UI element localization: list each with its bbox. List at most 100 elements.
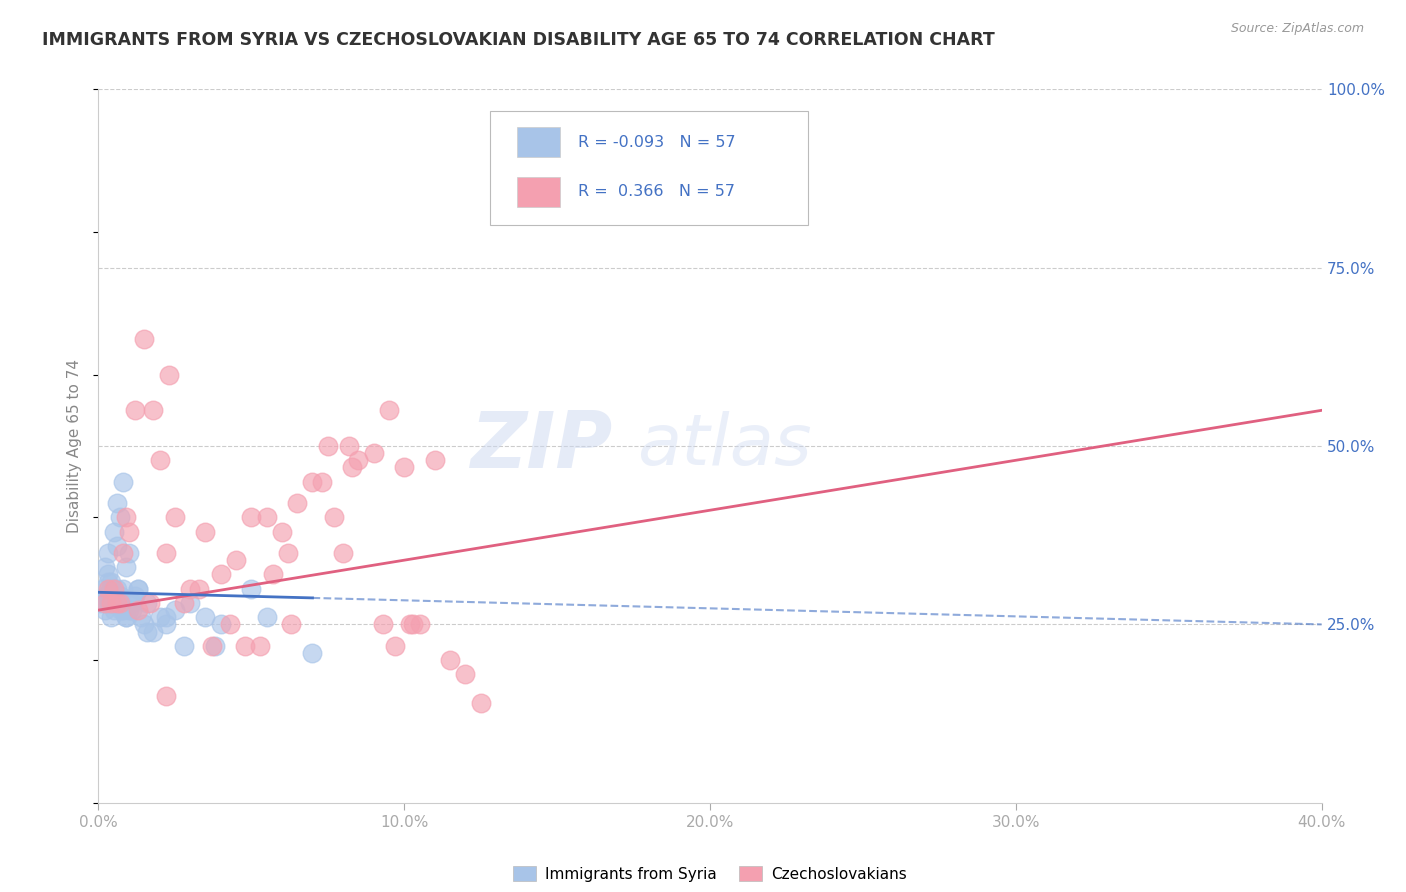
- Point: [392, 460, 416, 475]
- Point: [454, 667, 477, 681]
- Text: R = -0.093   N = 57: R = -0.093 N = 57: [578, 135, 735, 150]
- Point: [249, 639, 271, 653]
- FancyBboxPatch shape: [489, 111, 808, 225]
- Point: [270, 524, 294, 539]
- Point: [240, 582, 263, 596]
- Point: [115, 560, 138, 574]
- Point: [93, 603, 115, 617]
- Point: [93, 596, 115, 610]
- Point: [163, 603, 186, 617]
- Text: Source: ZipAtlas.com: Source: ZipAtlas.com: [1230, 22, 1364, 36]
- Point: [108, 510, 131, 524]
- Point: [200, 639, 222, 653]
- Point: [337, 439, 360, 453]
- Point: [371, 617, 394, 632]
- Point: [399, 617, 422, 632]
- Point: [134, 617, 156, 632]
- Point: [129, 610, 152, 624]
- Point: [134, 332, 156, 346]
- Point: [97, 582, 120, 596]
- Point: [103, 596, 125, 610]
- Y-axis label: Disability Age 65 to 74: Disability Age 65 to 74: [67, 359, 83, 533]
- Point: [107, 596, 129, 610]
- Point: [93, 589, 115, 603]
- Point: [439, 653, 461, 667]
- Point: [173, 596, 195, 610]
- Point: [121, 596, 143, 610]
- Point: [256, 510, 278, 524]
- Point: [111, 582, 134, 596]
- Point: [111, 603, 134, 617]
- Point: [105, 596, 128, 610]
- Point: [108, 589, 131, 603]
- Point: [100, 596, 122, 610]
- Point: [157, 368, 180, 382]
- Point: [103, 589, 125, 603]
- Point: [342, 460, 364, 475]
- Legend: Immigrants from Syria, Czechoslovakians: Immigrants from Syria, Czechoslovakians: [506, 860, 914, 888]
- Point: [136, 596, 159, 610]
- Point: [100, 582, 122, 596]
- Point: [301, 646, 323, 660]
- Point: [280, 617, 302, 632]
- Point: [347, 453, 370, 467]
- Point: [118, 596, 141, 610]
- Point: [105, 582, 128, 596]
- Point: [188, 582, 211, 596]
- Point: [105, 539, 128, 553]
- Point: [240, 510, 263, 524]
- Point: [173, 639, 195, 653]
- Point: [115, 610, 138, 624]
- Point: [118, 603, 141, 617]
- Point: [316, 439, 339, 453]
- Point: [225, 553, 247, 567]
- Text: atlas: atlas: [637, 411, 811, 481]
- Point: [105, 496, 128, 510]
- Point: [127, 603, 149, 617]
- Point: [103, 603, 125, 617]
- Point: [100, 574, 122, 589]
- Point: [204, 639, 226, 653]
- Text: R =  0.366   N = 57: R = 0.366 N = 57: [578, 185, 735, 200]
- FancyBboxPatch shape: [517, 127, 560, 157]
- Point: [301, 475, 323, 489]
- Point: [90, 596, 112, 610]
- Point: [408, 617, 430, 632]
- Point: [194, 524, 217, 539]
- Point: [277, 546, 299, 560]
- Point: [139, 596, 162, 610]
- Point: [136, 624, 159, 639]
- Point: [127, 582, 149, 596]
- Point: [127, 582, 149, 596]
- Point: [115, 610, 138, 624]
- FancyBboxPatch shape: [517, 177, 560, 207]
- Point: [194, 610, 217, 624]
- Point: [91, 582, 114, 596]
- Point: [103, 524, 125, 539]
- Point: [142, 403, 165, 417]
- Point: [332, 546, 354, 560]
- Point: [384, 639, 406, 653]
- Point: [111, 546, 134, 560]
- Text: IMMIGRANTS FROM SYRIA VS CZECHOSLOVAKIAN DISABILITY AGE 65 TO 74 CORRELATION CHA: IMMIGRANTS FROM SYRIA VS CZECHOSLOVAKIAN…: [42, 31, 995, 49]
- Text: ZIP: ZIP: [470, 408, 612, 484]
- Point: [124, 403, 146, 417]
- Point: [93, 560, 115, 574]
- Point: [179, 596, 201, 610]
- Point: [110, 603, 132, 617]
- Point: [98, 596, 121, 610]
- Point: [209, 617, 232, 632]
- Point: [97, 574, 120, 589]
- Point: [108, 589, 131, 603]
- Point: [163, 510, 186, 524]
- Point: [155, 689, 177, 703]
- Point: [256, 610, 278, 624]
- Point: [94, 589, 117, 603]
- Point: [155, 617, 177, 632]
- Point: [142, 624, 165, 639]
- Point: [402, 617, 425, 632]
- Point: [97, 567, 120, 582]
- Point: [311, 475, 333, 489]
- Point: [118, 546, 141, 560]
- Point: [285, 496, 308, 510]
